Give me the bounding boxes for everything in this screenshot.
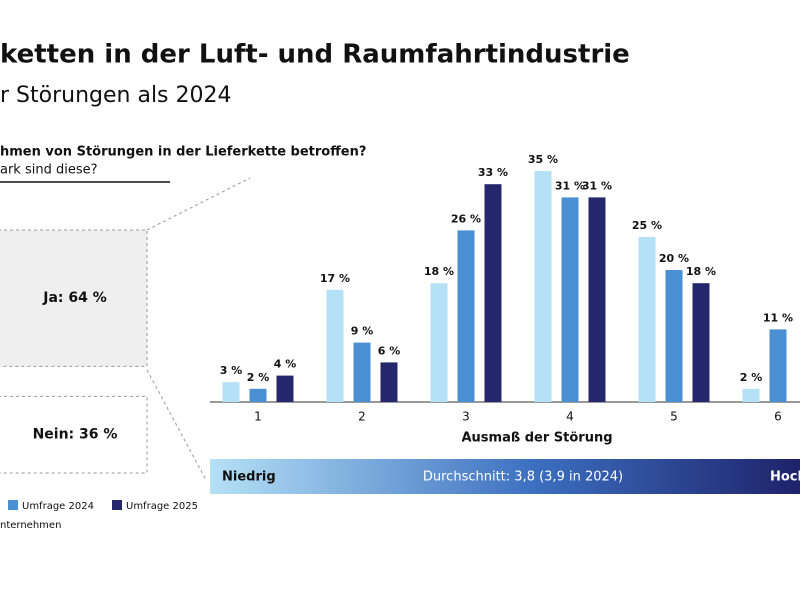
bar (457, 230, 475, 402)
bar (561, 197, 579, 402)
legend-label: Umfrage 2024 (22, 501, 94, 512)
value-label: 4 % (274, 358, 297, 371)
bar (742, 388, 760, 402)
split-box (0, 395, 148, 474)
bar (534, 171, 552, 402)
connector (146, 369, 207, 481)
value-label: 25 % (632, 219, 662, 232)
value-label: 33 % (478, 166, 508, 179)
legend-label: Umfrage 2025 (126, 501, 198, 512)
footnote: nternehmen (0, 520, 61, 531)
value-label: 20 % (659, 252, 689, 265)
title: ketten in der Luft- und Raumfahrtindustr… (0, 40, 630, 70)
bar (326, 289, 344, 402)
value-label: 3 % (220, 364, 243, 377)
split-label: Nein: 36 % (33, 427, 118, 443)
scale-average: Durchschnitt: 3,8 (3,9 in 2024) (423, 470, 623, 485)
scale-high: Hoch (770, 470, 800, 485)
value-label: 2 % (740, 371, 763, 384)
bar (276, 375, 294, 402)
split-box (0, 229, 148, 367)
x-tick-label: 5 (670, 410, 678, 424)
value-label: 26 % (451, 212, 481, 225)
x-tick-label: 3 (462, 410, 470, 424)
connector (146, 177, 251, 231)
bar (380, 362, 398, 402)
value-label: 31 % (582, 179, 612, 192)
bar (249, 388, 267, 402)
x-tick-label: 4 (566, 410, 574, 424)
x-tick-label: 6 (774, 410, 782, 424)
bar (692, 283, 710, 402)
bar (638, 237, 656, 402)
x-tick-label: 2 (358, 410, 366, 424)
value-label: 18 % (686, 265, 716, 278)
value-label: 6 % (378, 344, 401, 357)
question: ark sind diese? (0, 163, 98, 178)
value-label: 18 % (424, 265, 454, 278)
legend-swatch (112, 500, 122, 510)
bar (588, 197, 606, 402)
question: hmen von Störungen in der Lieferkette be… (0, 145, 366, 160)
bar (430, 283, 448, 402)
value-label: 35 % (528, 153, 558, 166)
x-label: Ausmaß der Störung (461, 431, 612, 446)
value-label: 11 % (763, 311, 793, 324)
bar (769, 329, 787, 402)
legend-swatch (8, 500, 18, 510)
value-label: 9 % (351, 325, 374, 338)
x-tick-label: 1 (254, 410, 262, 424)
split-label: Ja: 64 % (42, 290, 107, 306)
bar (484, 184, 502, 402)
scale-bar (210, 459, 800, 494)
value-label: 2 % (247, 371, 270, 384)
bar (222, 382, 240, 402)
subtitle: r Störungen als 2024 (0, 83, 232, 108)
bar (353, 342, 371, 402)
value-label: 17 % (320, 272, 350, 285)
scale-low: Niedrig (222, 470, 276, 485)
value-label: 31 % (555, 179, 585, 192)
bar (665, 270, 683, 402)
